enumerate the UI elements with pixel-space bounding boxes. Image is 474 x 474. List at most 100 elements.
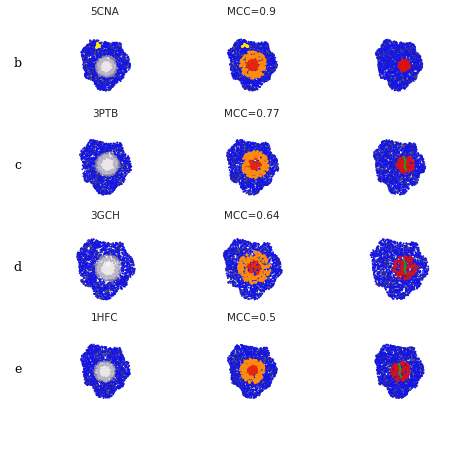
Point bbox=[396, 286, 404, 294]
Point bbox=[106, 74, 113, 82]
Point bbox=[97, 265, 104, 273]
Point bbox=[235, 346, 242, 354]
Point bbox=[402, 250, 410, 258]
Point bbox=[105, 390, 113, 398]
Point bbox=[411, 282, 419, 289]
Point bbox=[411, 141, 419, 149]
Point bbox=[120, 60, 128, 68]
Point bbox=[111, 369, 118, 376]
Point bbox=[380, 59, 388, 66]
Point bbox=[102, 263, 109, 271]
Point bbox=[385, 277, 393, 284]
Point bbox=[113, 182, 121, 189]
Point bbox=[390, 360, 397, 368]
Point bbox=[116, 49, 124, 57]
Point bbox=[388, 342, 396, 350]
Point bbox=[102, 147, 109, 155]
Point bbox=[415, 246, 422, 254]
Point bbox=[237, 167, 245, 175]
Point bbox=[374, 276, 381, 283]
Point bbox=[252, 139, 259, 147]
Point bbox=[100, 261, 108, 268]
Point bbox=[118, 65, 126, 73]
Point bbox=[123, 273, 130, 281]
Point bbox=[236, 240, 244, 247]
Point bbox=[263, 41, 271, 49]
Point bbox=[383, 71, 391, 79]
Point bbox=[92, 38, 100, 46]
Point bbox=[394, 247, 401, 255]
Point bbox=[228, 272, 236, 280]
Point bbox=[251, 85, 259, 92]
Point bbox=[386, 376, 394, 384]
Point bbox=[399, 175, 407, 182]
Point bbox=[402, 172, 410, 180]
Point bbox=[390, 82, 398, 89]
Point bbox=[120, 59, 128, 67]
Point bbox=[243, 40, 250, 47]
Point bbox=[249, 48, 256, 55]
Point bbox=[403, 274, 411, 282]
Point bbox=[242, 356, 250, 364]
Point bbox=[88, 276, 96, 283]
Point bbox=[404, 69, 411, 76]
Point bbox=[374, 243, 381, 251]
Point bbox=[119, 62, 127, 70]
Point bbox=[381, 41, 388, 49]
Point bbox=[254, 365, 261, 373]
Point bbox=[91, 78, 99, 86]
Point bbox=[396, 373, 403, 381]
Point bbox=[397, 42, 405, 49]
Point bbox=[252, 251, 259, 259]
Point bbox=[232, 274, 240, 282]
Point bbox=[256, 176, 264, 184]
Point bbox=[261, 172, 269, 179]
Point bbox=[392, 72, 400, 80]
Point bbox=[248, 52, 255, 60]
Point bbox=[101, 389, 109, 396]
Point bbox=[403, 361, 411, 368]
Point bbox=[386, 164, 394, 172]
Point bbox=[246, 273, 253, 281]
Point bbox=[118, 157, 126, 164]
Point bbox=[251, 67, 259, 74]
Point bbox=[256, 365, 264, 373]
Point bbox=[94, 140, 101, 147]
Point bbox=[386, 51, 394, 59]
Point bbox=[103, 54, 110, 62]
Point bbox=[83, 346, 91, 354]
Point bbox=[231, 357, 239, 365]
Point bbox=[241, 357, 249, 365]
Point bbox=[119, 73, 127, 81]
Point bbox=[102, 52, 109, 60]
Point bbox=[271, 65, 278, 73]
Point bbox=[268, 368, 276, 376]
Point bbox=[93, 361, 100, 368]
Point bbox=[84, 347, 91, 355]
Point bbox=[102, 42, 109, 49]
Point bbox=[403, 273, 411, 281]
Point bbox=[230, 158, 238, 166]
Point bbox=[405, 184, 413, 192]
Point bbox=[394, 41, 401, 49]
Point bbox=[235, 139, 243, 147]
Point bbox=[97, 80, 105, 88]
Point bbox=[387, 237, 395, 244]
Point bbox=[77, 276, 85, 284]
Point bbox=[376, 71, 383, 79]
Point bbox=[417, 61, 425, 68]
Point bbox=[233, 172, 241, 179]
Point bbox=[248, 362, 255, 369]
Point bbox=[248, 69, 256, 76]
Point bbox=[244, 160, 252, 167]
Point bbox=[106, 178, 114, 186]
Point bbox=[246, 162, 254, 170]
Point bbox=[230, 146, 238, 154]
Point bbox=[252, 62, 259, 70]
Point bbox=[114, 68, 122, 76]
Point bbox=[261, 70, 269, 77]
Point bbox=[92, 165, 100, 173]
Point bbox=[239, 260, 247, 268]
Point bbox=[401, 362, 409, 370]
Point bbox=[271, 60, 279, 67]
